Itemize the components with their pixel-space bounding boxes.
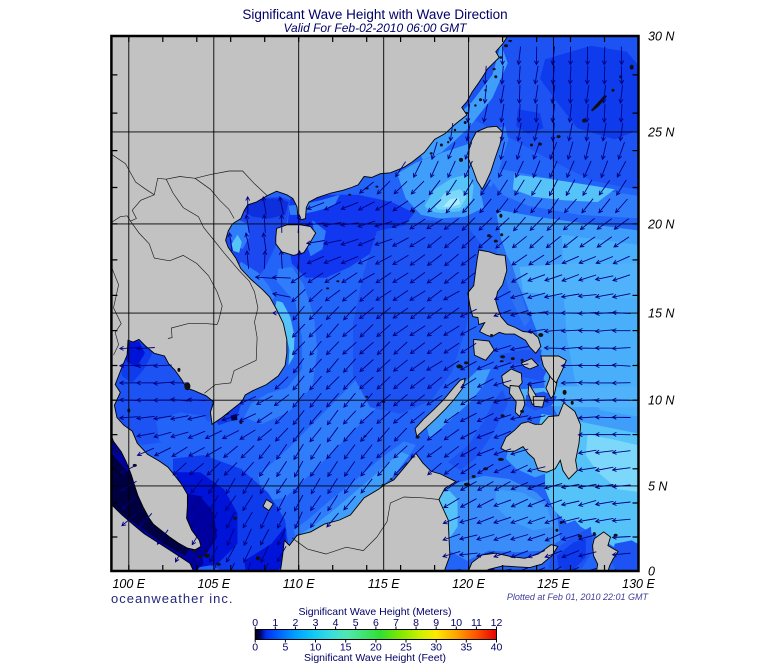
- svg-text:5 N: 5 N: [648, 479, 668, 493]
- svg-text:1: 1: [272, 617, 278, 629]
- svg-text:30: 30: [430, 642, 442, 654]
- svg-text:4: 4: [333, 617, 339, 629]
- svg-text:Significant Wave Height (Feet): Significant Wave Height (Feet): [304, 652, 446, 664]
- svg-text:8: 8: [413, 617, 419, 629]
- svg-text:0: 0: [252, 642, 258, 654]
- svg-text:5: 5: [282, 642, 288, 654]
- svg-text:12: 12: [491, 617, 503, 629]
- svg-text:25: 25: [400, 642, 412, 654]
- svg-text:10: 10: [310, 642, 322, 654]
- svg-text:Valid For Feb-02-2010 06:00 GM: Valid For Feb-02-2010 06:00 GMT: [284, 21, 469, 35]
- svg-text:110 E: 110 E: [283, 577, 315, 591]
- svg-text:20: 20: [370, 642, 382, 654]
- svg-text:25 N: 25 N: [647, 125, 675, 139]
- svg-text:0: 0: [252, 617, 258, 629]
- svg-text:30 N: 30 N: [648, 30, 675, 44]
- svg-text:125 E: 125 E: [537, 577, 570, 591]
- svg-text:100 E: 100 E: [112, 577, 145, 591]
- svg-text:11: 11: [471, 617, 482, 629]
- svg-text:15 N: 15 N: [648, 307, 675, 321]
- svg-text:9: 9: [433, 617, 439, 629]
- svg-text:6: 6: [373, 617, 379, 629]
- svg-text:7: 7: [393, 617, 399, 629]
- svg-text:0: 0: [648, 565, 655, 579]
- svg-text:2: 2: [292, 617, 298, 629]
- svg-text:130 E: 130 E: [622, 577, 655, 591]
- svg-text:105 E: 105 E: [197, 577, 230, 591]
- svg-text:5: 5: [353, 617, 359, 629]
- svg-text:10: 10: [450, 617, 462, 629]
- svg-text:oceanweather inc.: oceanweather inc.: [111, 591, 234, 606]
- svg-text:Significant Wave Height (Meter: Significant Wave Height (Meters): [298, 606, 451, 618]
- svg-text:10 N: 10 N: [648, 394, 675, 408]
- svg-text:Plotted at Feb 01, 2010 22:01: Plotted at Feb 01, 2010 22:01 GMT: [507, 592, 650, 602]
- svg-text:120 E: 120 E: [452, 577, 485, 591]
- svg-text:Significant Wave Height with W: Significant Wave Height with Wave Direct…: [242, 7, 507, 22]
- svg-text:20 N: 20 N: [647, 217, 675, 231]
- svg-text:15: 15: [340, 642, 352, 654]
- svg-text:40: 40: [491, 642, 503, 654]
- svg-text:35: 35: [460, 642, 472, 654]
- svg-text:115 E: 115 E: [368, 577, 400, 591]
- svg-text:3: 3: [313, 617, 319, 629]
